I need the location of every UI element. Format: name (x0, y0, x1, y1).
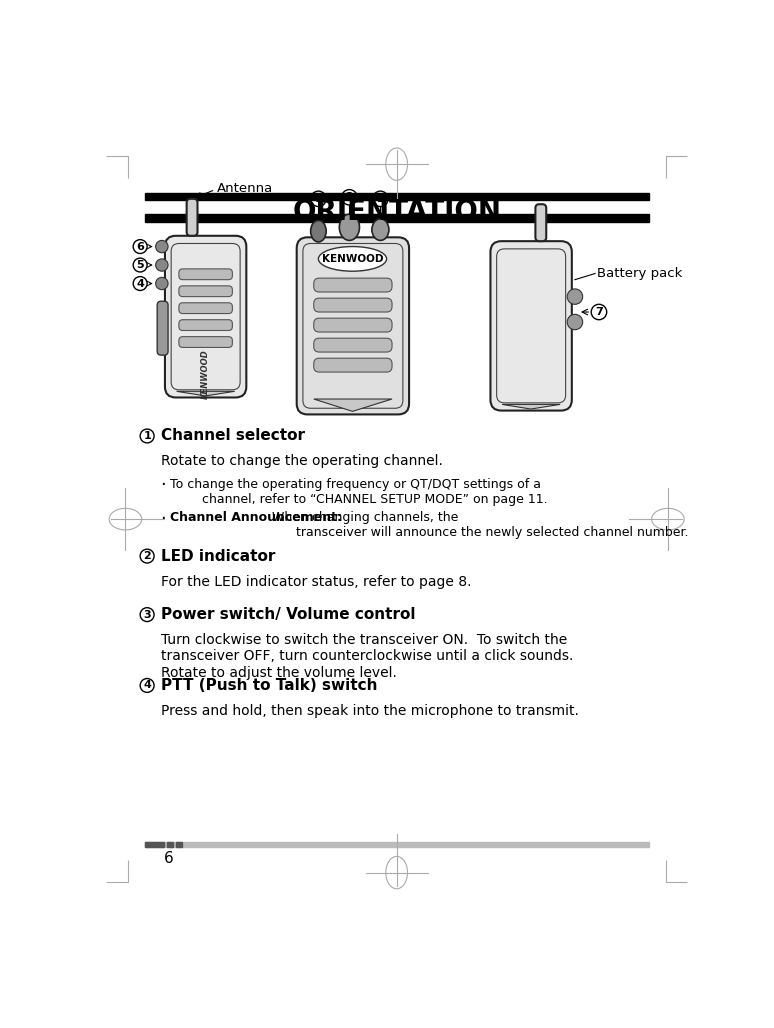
Polygon shape (313, 399, 392, 411)
FancyBboxPatch shape (179, 320, 232, 330)
Ellipse shape (318, 247, 386, 271)
Circle shape (567, 289, 583, 304)
Bar (167, 842, 173, 847)
Polygon shape (502, 404, 560, 409)
Text: 3: 3 (377, 194, 384, 204)
FancyBboxPatch shape (313, 319, 392, 332)
FancyBboxPatch shape (179, 269, 232, 280)
FancyBboxPatch shape (179, 303, 232, 314)
Ellipse shape (372, 219, 389, 241)
Text: 5: 5 (136, 260, 144, 270)
Text: 1: 1 (314, 194, 322, 204)
Circle shape (567, 315, 583, 330)
Text: To change the operating frequency or QT/DQT settings of a
        channel, refer: To change the operating frequency or QT/… (170, 478, 548, 506)
FancyBboxPatch shape (296, 237, 409, 414)
FancyBboxPatch shape (187, 198, 197, 235)
Text: 6: 6 (164, 851, 173, 866)
FancyBboxPatch shape (313, 358, 392, 372)
Text: 1: 1 (143, 431, 151, 441)
Text: KENWOOD: KENWOOD (322, 254, 383, 264)
Text: Channel selector: Channel selector (161, 429, 305, 443)
Text: 2: 2 (143, 551, 151, 561)
Bar (145, 842, 649, 847)
FancyBboxPatch shape (165, 235, 246, 398)
Text: 7: 7 (595, 307, 603, 317)
FancyBboxPatch shape (179, 286, 232, 297)
Text: 4: 4 (143, 681, 151, 691)
Bar (176, 842, 182, 847)
FancyBboxPatch shape (313, 298, 392, 313)
Text: Turn clockwise to switch the transceiver ON.  To switch the
transceiver OFF, tur: Turn clockwise to switch the transceiver… (161, 633, 574, 680)
Text: PTT (Push to Talk) switch: PTT (Push to Talk) switch (161, 677, 378, 693)
Text: Rotate to change the operating channel.: Rotate to change the operating channel. (161, 454, 443, 469)
Text: KENWOOD: KENWOOD (200, 350, 210, 399)
FancyBboxPatch shape (179, 336, 232, 347)
Bar (145, 842, 164, 847)
Text: LED indicator: LED indicator (161, 549, 276, 563)
FancyBboxPatch shape (313, 338, 392, 352)
Bar (145, 192, 649, 200)
Circle shape (156, 241, 168, 253)
Text: Power switch/ Volume control: Power switch/ Volume control (161, 608, 416, 622)
Text: 4: 4 (136, 279, 144, 289)
Ellipse shape (310, 220, 326, 242)
Text: ·: · (159, 476, 166, 494)
Text: 2: 2 (345, 192, 353, 203)
FancyBboxPatch shape (491, 242, 572, 410)
Ellipse shape (339, 214, 359, 241)
Text: Press and hold, then speak into the microphone to transmit.: Press and hold, then speak into the micr… (161, 704, 579, 718)
Text: Antenna: Antenna (217, 182, 273, 195)
Text: ORIENTATION: ORIENTATION (292, 198, 502, 226)
FancyBboxPatch shape (536, 205, 546, 242)
Circle shape (156, 259, 168, 271)
Circle shape (156, 278, 168, 290)
Text: ·: · (159, 510, 166, 528)
Bar (145, 214, 649, 222)
Text: 6: 6 (136, 242, 144, 252)
FancyBboxPatch shape (157, 301, 168, 355)
Text: When changing channels, the
        transceiver will announce the newly selected: When changing channels, the transceiver … (264, 512, 689, 540)
Polygon shape (176, 392, 235, 396)
Text: For the LED indicator status, refer to page 8.: For the LED indicator status, refer to p… (161, 575, 471, 589)
FancyBboxPatch shape (313, 279, 392, 292)
Text: 3: 3 (143, 610, 151, 620)
Text: Battery pack: Battery pack (597, 267, 682, 280)
Text: Channel Announcement:: Channel Announcement: (170, 512, 342, 524)
